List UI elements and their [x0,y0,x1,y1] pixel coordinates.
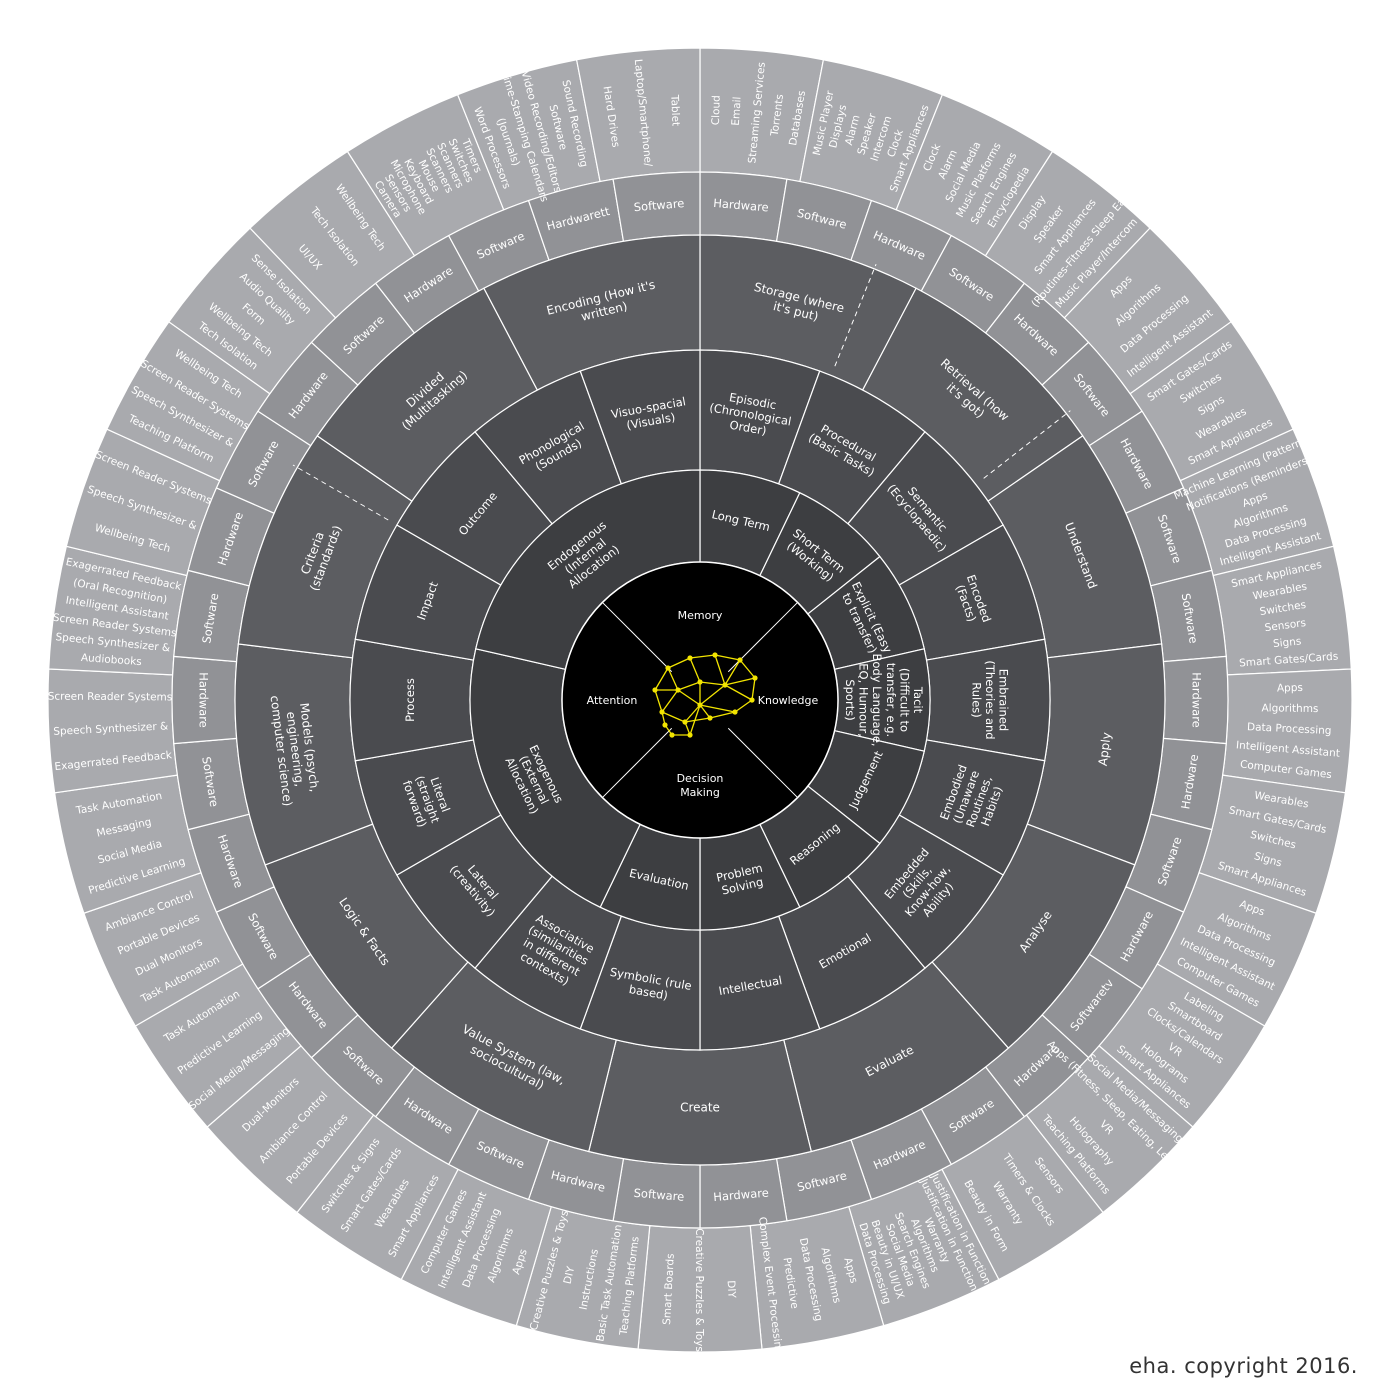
outer-item-text: Speech Synthesizer & [53,720,168,737]
type-label-line: Tacit [911,686,925,714]
outer-item-text: Audiobooks [81,652,143,668]
dashed-divider [834,264,877,367]
subtype-label-line: (Theories and [983,660,997,739]
brain-network-icon [652,652,758,738]
outer-item-text: Signs [1272,635,1301,650]
hw-sw-label: Hardware [1190,672,1204,728]
hw-sw-label: Software [633,1186,685,1204]
outer-item-text: Torrents [769,94,786,138]
hw-sw-label: Software [633,196,685,214]
core-label: Making [680,786,720,799]
subtype-label: Process [403,678,417,722]
outer-item-text: DIY [725,1280,738,1299]
outer-item-text: Apps [1277,682,1303,695]
subtype-label: Literal(straightforward) [400,769,456,830]
dashed-divider [983,410,1071,479]
subtype-label-line: Embrained [997,669,1011,731]
copyright-text: eha. copyright 2016. [1129,1354,1358,1378]
type-label-line: transfer, e.g. [884,663,898,737]
core-label: Decision [677,772,724,785]
outer-item-text: Data Processing [1247,721,1332,737]
hw-sw-label: Hardware [197,672,211,728]
hw-sw-label: Hardware [713,196,769,215]
type-label-line: (Difficult to [897,668,911,732]
hw-sw-label: Hardware [713,1186,769,1205]
type-label-line: Sports) [843,679,857,720]
subtype-label-line: based) [628,982,669,1003]
subtype-label: Embrained(Theories andRules) [969,660,1010,739]
outer-item-text: Smart Boards [661,1253,677,1325]
core-divider [602,727,673,798]
outer-item-text: Algorithms [1261,702,1318,715]
type-label: Tacit(Difficult totransfer, e.g.Body Lan… [843,653,925,746]
outer-item-text: Cloud [710,95,723,125]
outer-item-text: Sensors [1264,617,1307,634]
dashed-divider [292,464,389,521]
outer-item-text: DIY [562,1265,578,1285]
outer-item-text: Screen Reader Systems [48,691,173,704]
subtype-label-line: Rules) [969,682,983,718]
outer-item-text: Creative Puzzles & Toys [693,1228,705,1352]
core-label: Memory [678,609,723,622]
core-divider [727,727,798,798]
type-label-line: EQ, Humour, [857,663,871,736]
core-label: Attention [587,694,638,707]
type-label-line: Body Language, [870,653,884,746]
subtype-label-line: Order) [729,418,768,438]
outer-item-text: Tablet [668,94,681,127]
core-divider [602,602,673,673]
subtype-label: Embodied(UnawareRoutines,Habits) [937,763,1008,836]
process-label: Create [680,1101,720,1115]
process-label: Apply [1096,731,1114,766]
core-label: Knowledge [758,694,819,707]
outer-item-text: Email [730,96,744,126]
